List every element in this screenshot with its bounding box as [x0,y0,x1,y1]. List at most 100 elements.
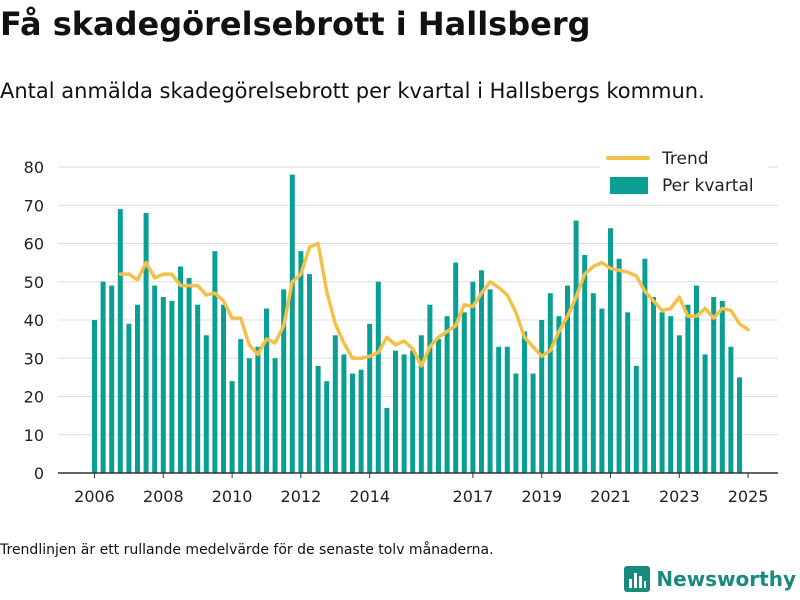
brand-logo[interactable]: Newsworthy [624,566,796,592]
bar [479,270,484,473]
bar [221,304,226,473]
bar [737,377,742,473]
y-tick-label: 0 [34,464,44,483]
y-tick-label: 20 [24,388,44,407]
bar [109,285,115,473]
chart-subtitle: Antal anmälda skadegörelsebrott per kvar… [0,79,705,103]
bar [264,308,269,473]
x-tick-label: 2008 [143,487,184,506]
bar [556,316,562,473]
chart-title: Få skadegörelsebrott i Hallsberg [0,5,591,43]
brand-name: Newsworthy [656,567,796,591]
bar [668,316,674,473]
bar [633,365,639,473]
y-tick-label: 80 [24,158,44,177]
bar [238,339,244,473]
y-tick-label: 50 [24,273,44,292]
bar [375,281,381,473]
bar [702,354,708,473]
bar [685,304,691,473]
bar [169,300,175,473]
bar [599,308,605,473]
bar [289,174,295,473]
trend-line [118,241,750,368]
bar [246,358,252,473]
bar [281,289,287,473]
bar [143,212,149,473]
legend-label-trend: Trend [661,149,709,169]
bar [384,407,390,473]
bar [453,262,459,473]
bar [315,365,321,473]
bar [573,220,579,473]
legend-label-per-kvartal: Per kvartal [662,176,754,196]
axes: 0 10 20 30 40 50 60 70 80 2006 2008 2010 2012 2014 201… [24,158,778,506]
y-tick-label: 30 [24,349,44,368]
bar [126,323,132,473]
bar [418,335,424,473]
bar [719,300,725,473]
bar [212,251,218,473]
bar [547,293,553,473]
bar-series-per-kvartal [92,174,742,473]
bar [470,281,476,473]
bar [651,297,656,473]
bar [341,354,347,473]
x-tick-label: 2019 [521,487,562,506]
bar [350,373,355,473]
bar [135,304,140,473]
x-tick-label: 2010 [212,487,253,506]
chart-area: 0 10 20 30 40 50 60 70 80 2006 2008 2010 2012 2014 201… [24,144,778,506]
x-tick-label: 2017 [453,487,494,506]
bar [496,346,502,473]
bar [195,304,201,473]
x-tick-label: 2023 [659,487,700,506]
footnote: Trendlinjen är ett rullande medelvärde f… [0,542,494,558]
legend: Trend Per kvartal [600,144,768,204]
bar [117,209,123,473]
bar [522,331,527,473]
bar [203,335,209,473]
bar [513,373,519,473]
bar [401,354,407,473]
bar [582,254,588,473]
y-tick-label: 10 [24,426,44,445]
bar [625,312,631,473]
bar [711,297,717,473]
bar [694,285,699,473]
bar [427,304,433,473]
bar [436,339,441,473]
bar [186,277,192,473]
bar [444,316,450,473]
line-series-trend [118,241,750,368]
x-tick-label: 2006 [74,487,115,506]
bar [358,369,364,473]
bar [590,293,596,473]
bar [367,323,373,473]
bar [642,258,648,473]
bar [272,358,278,473]
x-tick-label: 2025 [728,487,769,506]
bar [152,285,158,473]
bar [659,312,665,473]
legend-swatch-per-kvartal [610,177,648,194]
x-tick-label: 2012 [281,487,322,506]
bar [616,258,622,473]
y-tick-label: 70 [24,196,44,215]
bar [728,346,734,473]
x-tick-label: 2014 [349,487,390,506]
y-tick-label: 40 [24,311,44,330]
bar [92,320,97,473]
bar [393,350,398,473]
bar-chart-logo-icon [624,566,651,592]
bar [100,281,106,473]
bar [487,289,493,473]
bar [608,228,613,473]
bar [410,350,416,473]
bar [160,297,166,473]
bar [539,320,545,473]
bar [307,274,312,473]
bar [298,251,304,473]
y-tick-label: 60 [24,235,44,254]
bar [461,312,467,473]
